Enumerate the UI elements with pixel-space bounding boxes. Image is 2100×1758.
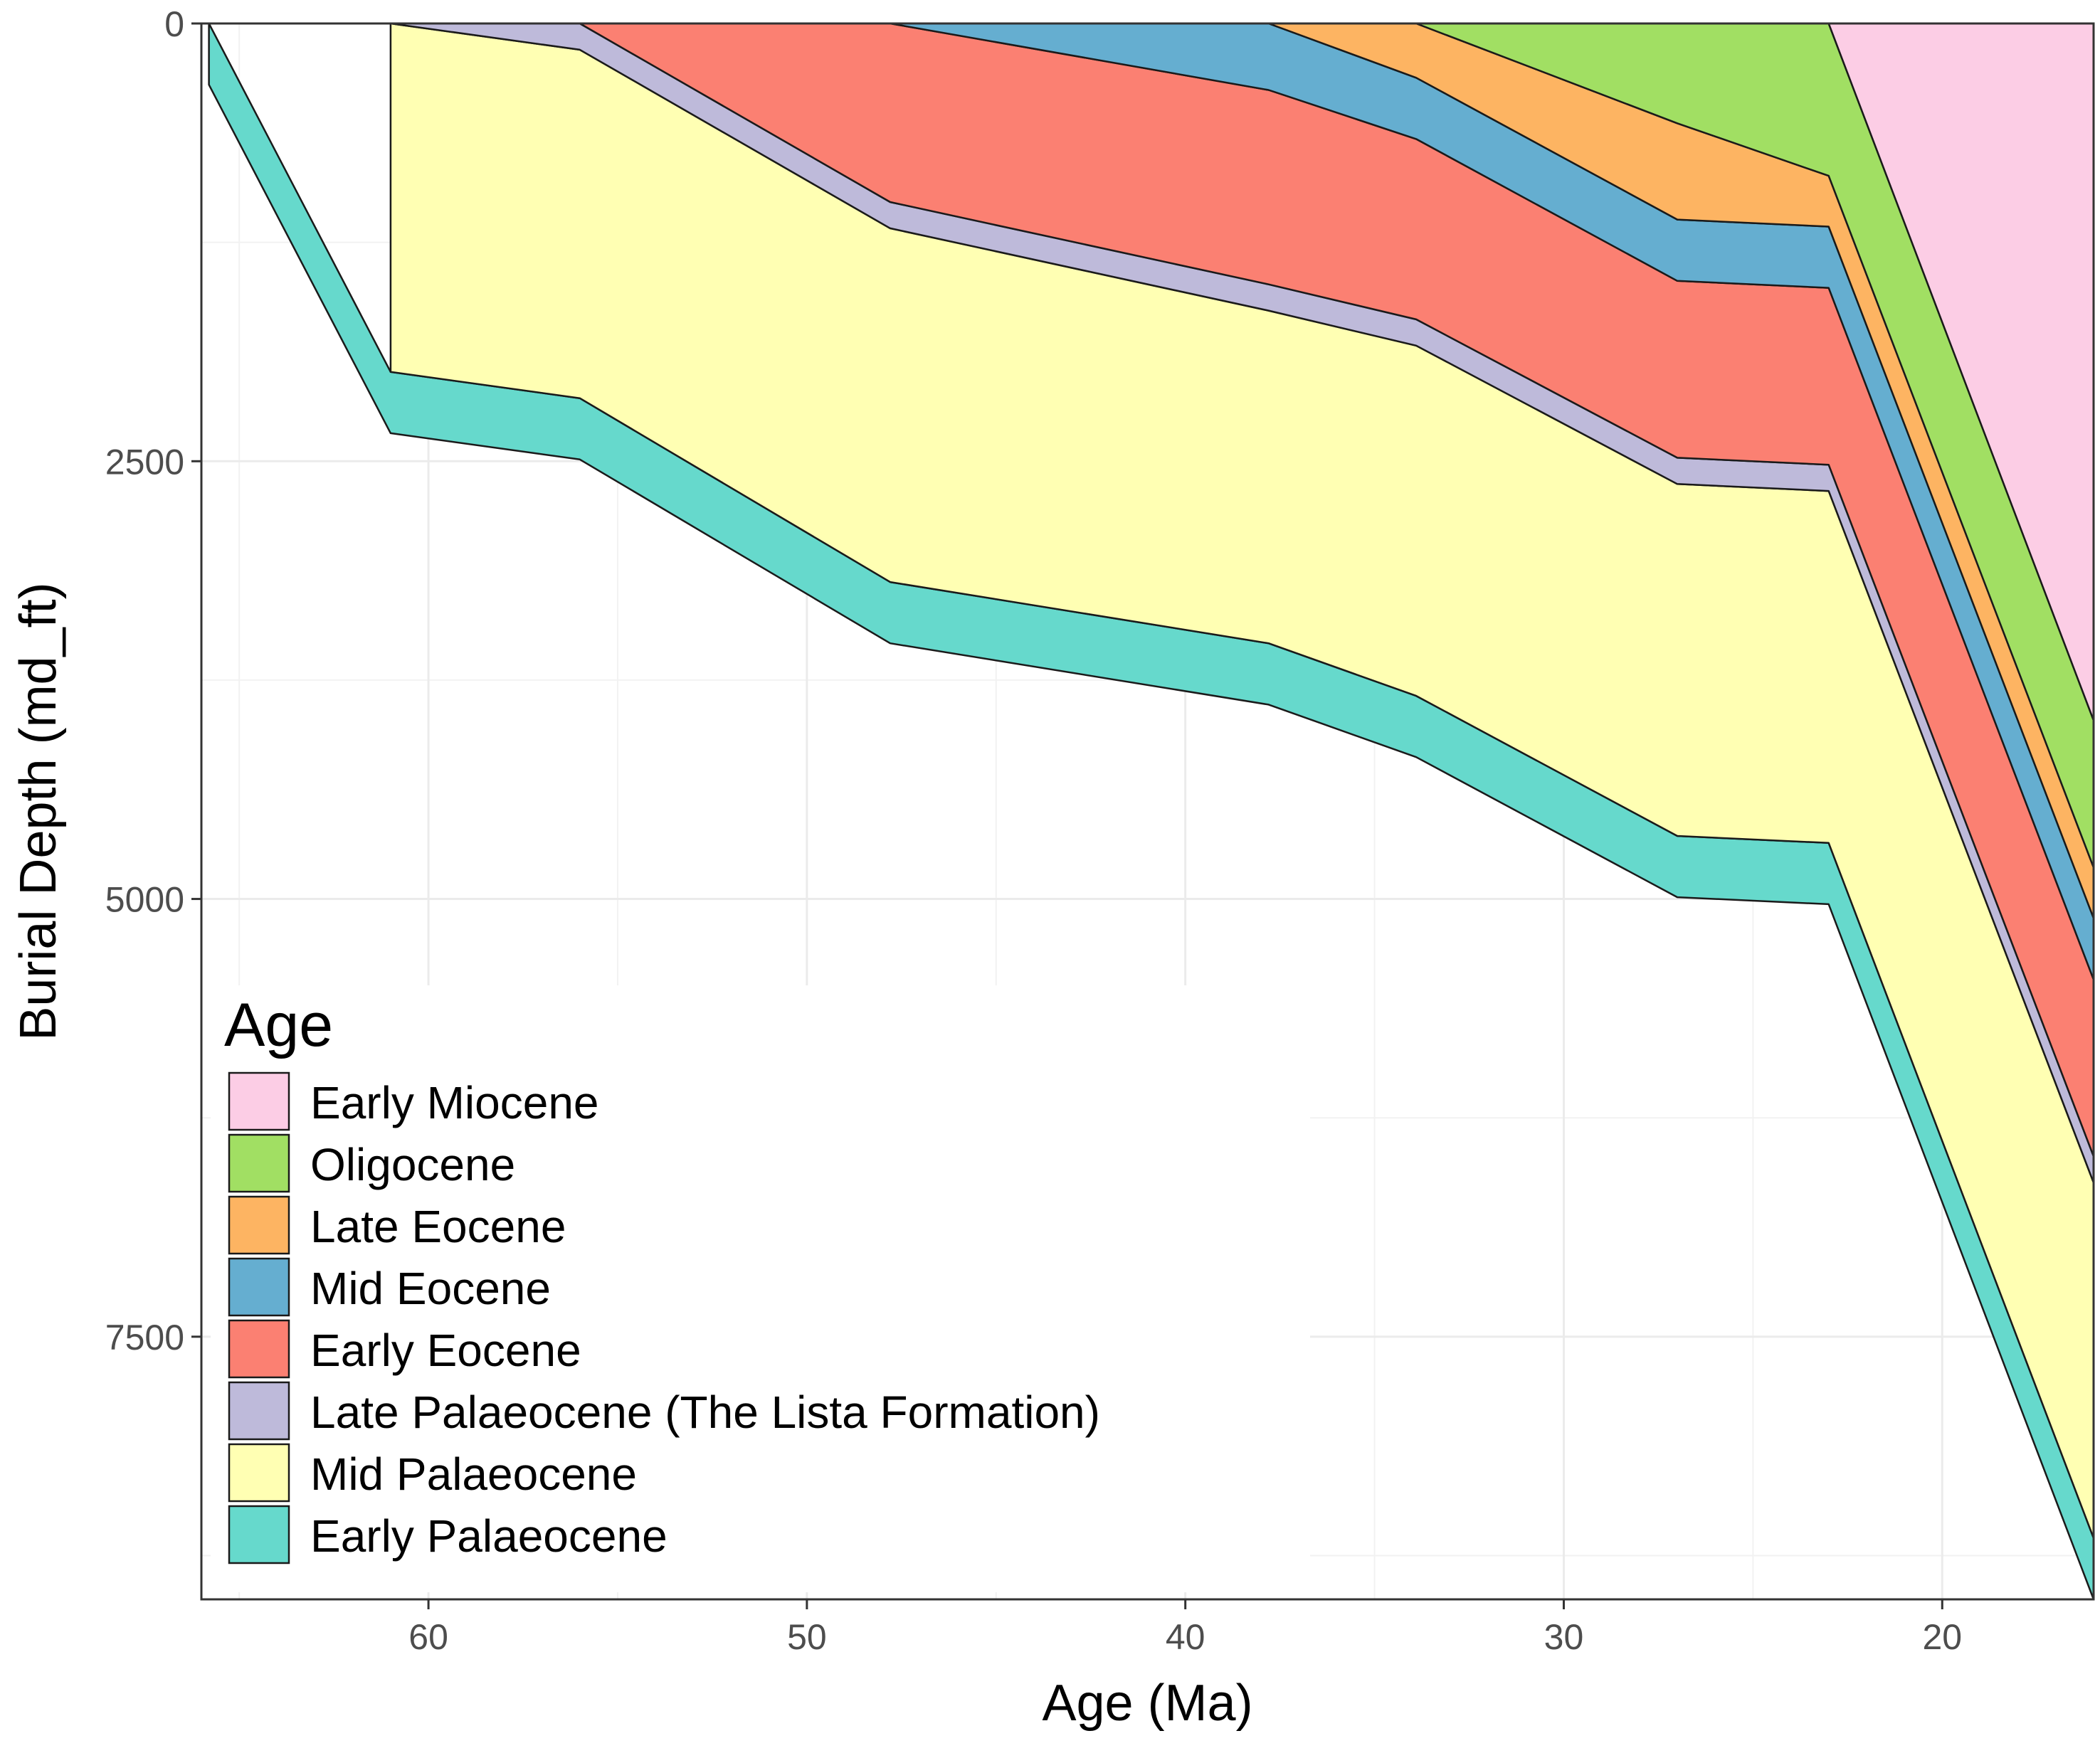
- legend-key-swatch: [228, 1505, 290, 1564]
- axis-ticks: 60 50 40 30 20 0 2500 5000 7500: [105, 4, 1962, 1657]
- y-tick-label: 7500: [105, 1318, 184, 1357]
- legend-entry-label: Early Eocene: [310, 1325, 581, 1376]
- legend: Age Early Miocene Oligocene Late Eocene Mid…: [211, 985, 1310, 1592]
- legend-key-swatch: [228, 1195, 290, 1255]
- legend-entry-label: Early Miocene: [310, 1077, 599, 1128]
- x-tick-label: 20: [1922, 1617, 1962, 1657]
- legend-key-swatch: [228, 1071, 290, 1131]
- y-tick-label: 0: [164, 4, 184, 44]
- y-tick-label: 5000: [105, 880, 184, 920]
- y-axis-title: Burial Depth (md_ft): [10, 582, 67, 1040]
- x-tick-label: 30: [1544, 1617, 1584, 1657]
- legend-entry-label: Mid Palaeocene: [310, 1449, 637, 1500]
- legend-key-swatch: [228, 1133, 290, 1193]
- legend-entry-label: Mid Eocene: [310, 1263, 551, 1314]
- x-tick-label: 50: [787, 1617, 827, 1657]
- legend-key-swatch: [228, 1319, 290, 1379]
- legend-title: Age: [224, 991, 333, 1059]
- x-tick-label: 40: [1166, 1617, 1205, 1657]
- plot-panel-border: [200, 22, 2095, 1601]
- legend-background: [211, 985, 1310, 1592]
- x-tick-label: 60: [408, 1617, 448, 1657]
- legend-entry-label: Late Palaeocene (The Lista Formation): [310, 1387, 1100, 1438]
- legend-key-swatch: [228, 1257, 290, 1317]
- legend-entry-label: Early Palaeocene: [310, 1510, 668, 1562]
- legend-key-swatch: [228, 1381, 290, 1441]
- y-tick-label: 2500: [105, 442, 184, 482]
- x-axis-title: Age (Ma): [1042, 1675, 1252, 1732]
- legend-entry-label: Oligocene: [310, 1139, 515, 1190]
- legend-entry-label: Late Eocene: [310, 1201, 566, 1252]
- legend-key-swatch: [228, 1443, 290, 1503]
